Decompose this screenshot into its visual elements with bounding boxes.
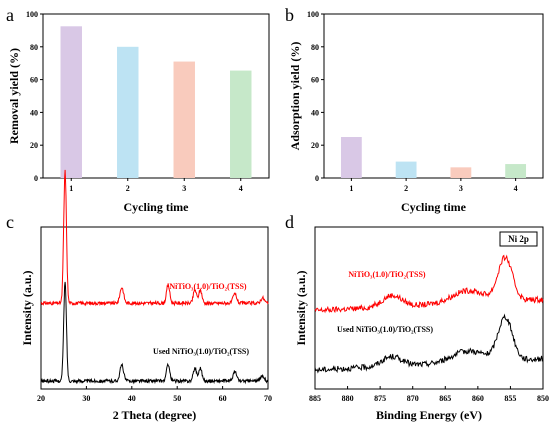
panel-a-ylabel: Removal yield (%) (7, 48, 21, 144)
panel-d-xtick-label: 865 (439, 394, 451, 403)
panel-d-xtick-label: 850 (537, 394, 549, 403)
panel-a-ytick-label: 100 (26, 10, 38, 19)
panel-b: 0 20 40 60 80 100 1 2 3 4 Cycling time Adsorption y… (288, 10, 544, 214)
panel-a-xtick-label: 2 (126, 184, 130, 193)
panel-c-xtick-label: 50 (173, 394, 181, 403)
panel-b-bar (340, 137, 362, 178)
panel-b-bar (450, 167, 472, 178)
panel-d-legend-label: Ni 2p (508, 234, 529, 244)
panel-d-legend-box (499, 231, 538, 247)
panel-a-xtick-label: 4 (239, 184, 243, 193)
panel-c-xtick-label: 70 (264, 394, 272, 403)
panel-d-xtick-label: 855 (504, 394, 516, 403)
panel-b-xtick-label: 1 (349, 184, 353, 193)
panel-c-xlabel: 2 Theta (degree) (113, 408, 197, 422)
panel-b-ylabel: Adsorption yield (%) (288, 42, 302, 151)
panel-a-xtick-label: 1 (69, 184, 73, 193)
panel-c-xtick-label: 30 (82, 394, 90, 403)
panel-d-series-label: Used NiTiO₃(1.0)/TiO₂(TSS) (337, 325, 433, 334)
panel-b-bar (505, 164, 527, 178)
panel-b-ytick-label: 40 (311, 108, 319, 117)
panel-b-ytick-label: 20 (311, 141, 319, 150)
panel-b-xtick-label: 3 (459, 184, 463, 193)
panel-b-ytick-label: 80 (311, 43, 319, 52)
panel-c-series-label: Used NiTiO₃(1.0)/TiO₂(TSS) (153, 347, 249, 356)
panel-a-bar (230, 70, 252, 178)
panel-d-series-line (314, 254, 544, 314)
panel-a-bar (117, 46, 139, 178)
panel-d: 885 880 875 870 865 860 855 850 Binding Energy (… (294, 226, 549, 422)
panel-c: 20 30 40 50 60 702 Theta (degree)Intensity (a… (20, 169, 272, 422)
panel-a-xlabel: Cycling time (124, 200, 190, 214)
panel-c-series-line (40, 281, 269, 385)
panel-c-xtick-label: 20 (37, 394, 45, 403)
panel-d-letter: d (285, 212, 294, 232)
panel-a-letter: a (6, 5, 14, 25)
panel-a-ytick-label: 60 (30, 76, 38, 85)
panel-d-xlabel: Binding Energy (eV) (376, 408, 482, 422)
panel-c-series-label: NiTiO₃(1.0)/TiO₂(TSS) (169, 282, 247, 291)
panel-b-xlabel: Cycling time (401, 200, 467, 214)
panel-a-ytick-label: 40 (30, 108, 38, 117)
panel-d-frame (314, 226, 544, 390)
panel-b-xtick-label: 4 (514, 184, 518, 193)
panel-c-ylabel: Intensity (a.u.) (20, 270, 34, 345)
panel-b-xtick-label: 2 (404, 184, 408, 193)
panel-a-bar (173, 61, 195, 179)
panel-c-xtick-label: 40 (128, 394, 136, 403)
panel-a: 0 20 40 60 80 100 1 2 3 4 Cycling time Removal yiel… (7, 10, 270, 214)
panel-d-xtick-label: 870 (407, 394, 419, 403)
panel-c-frame (40, 226, 269, 390)
panel-c-series-line (40, 169, 269, 307)
panel-b-ytick-label: 0 (315, 174, 319, 183)
panel-a-frame (42, 13, 270, 179)
panel-d-series-label: NiTiO₃(1.0)/TiO₂(TSS) (348, 270, 426, 279)
panel-c-xtick-label: 60 (219, 394, 227, 403)
panel-a-ytick-label: 20 (30, 141, 38, 150)
panel-d-ylabel: Intensity (a.u.) (294, 270, 308, 345)
panel-b-ytick-label: 60 (311, 76, 319, 85)
panel-d-xtick-label: 880 (342, 394, 354, 403)
panel-c-letter: c (6, 212, 14, 232)
panel-b-frame (323, 13, 544, 179)
panel-d-series-line (314, 313, 544, 374)
panel-d-xtick-label: 885 (309, 394, 321, 403)
panel-d-xtick-label: 860 (472, 394, 484, 403)
panel-a-ytick-label: 0 (34, 174, 38, 183)
panel-a-ytick-label: 80 (30, 43, 38, 52)
panel-a-xtick-label: 3 (182, 184, 186, 193)
panel-a-bar (60, 26, 82, 178)
panel-b-letter: b (285, 5, 294, 25)
panel-b-ytick-label: 100 (307, 10, 319, 19)
panel-d-xtick-label: 875 (374, 394, 386, 403)
panel-b-bar (395, 161, 417, 178)
